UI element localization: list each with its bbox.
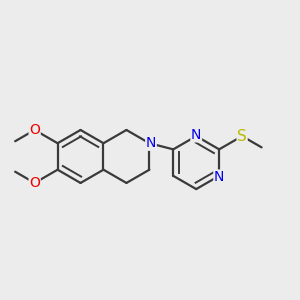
Text: O: O — [29, 176, 40, 190]
Text: N: N — [146, 136, 156, 150]
Text: O: O — [29, 123, 40, 137]
Text: S: S — [237, 129, 247, 144]
Text: N: N — [214, 170, 224, 184]
Text: N: N — [191, 128, 201, 142]
